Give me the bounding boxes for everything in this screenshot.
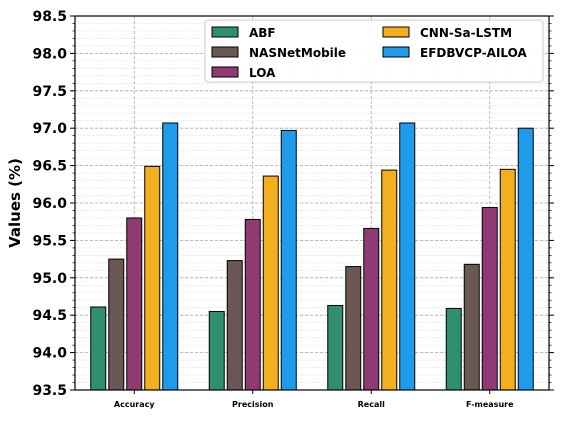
y-tick-label: 97.0 [32,121,67,137]
y-tick-label: 95.0 [32,271,67,287]
legend-swatch [383,27,409,37]
legend: ABF NASNetMobile LOA CNN-Sa-LSTM EFDBVCP-AIL… [205,20,543,82]
y-tick-label: 98.0 [32,46,67,62]
y-tick-label: 97.5 [32,84,67,100]
bar-loa-f-measure [482,207,497,390]
bar-nasnetmobile-recall [346,267,361,390]
bars [91,123,534,390]
bar-abf-f-measure [446,308,461,390]
bar-cnn-sa-lstm-accuracy [145,166,160,390]
legend-label: ABF [249,26,276,40]
legend-label: EFDBVCP-AILOA [420,46,528,60]
bar-abf-accuracy [91,307,106,390]
bar-loa-recall [364,228,379,390]
bar-nasnetmobile-f-measure [464,264,479,390]
y-tick-label: 96.0 [32,196,67,212]
legend-swatch [212,27,238,37]
x-tick-label: Accuracy [114,400,155,409]
y-axis-label: Values (%) [6,158,24,248]
y-tick-label: 98.5 [32,9,67,25]
bar-abf-recall [328,305,343,390]
y-tick-label: 93.5 [32,383,67,399]
x-tick-label: Precision [232,400,274,409]
y-tick-label: 95.5 [32,233,67,249]
legend-label: NASNetMobile [249,46,346,60]
y-tick-label: 96.5 [32,159,67,175]
y-tick-label: 94.5 [32,308,67,324]
bar-efdbvcp-ailoa-precision [281,130,296,390]
legend-swatch [212,67,238,77]
y-tick-label: 94.0 [32,346,67,362]
bar-loa-accuracy [127,218,142,390]
bar-loa-precision [245,219,260,390]
legend-label: LOA [249,66,276,80]
bar-efdbvcp-ailoa-accuracy [163,123,178,390]
bar-cnn-sa-lstm-recall [382,170,397,390]
legend-swatch [212,47,238,57]
bar-nasnetmobile-accuracy [109,259,124,390]
legend-swatch [383,47,409,57]
bar-nasnetmobile-precision [227,261,242,390]
legend-label: CNN-Sa-LSTM [420,26,512,40]
bar-cnn-sa-lstm-precision [263,176,278,390]
bar-efdbvcp-ailoa-recall [400,123,415,390]
x-tick-label: F-measure [466,400,514,409]
bar-abf-precision [209,311,224,390]
x-tick-label: Recall [358,400,385,409]
bar-efdbvcp-ailoa-f-measure [518,128,533,390]
bar-cnn-sa-lstm-f-measure [500,169,515,390]
